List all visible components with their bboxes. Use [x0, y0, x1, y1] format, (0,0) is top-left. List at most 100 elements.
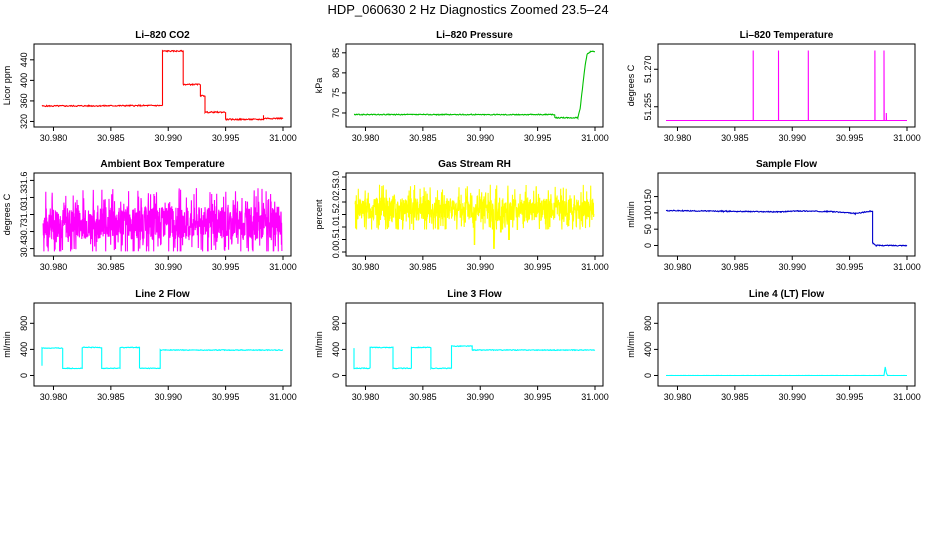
- x-tick-label: 30.985: [409, 133, 437, 143]
- x-tick-label: 30.985: [409, 262, 437, 272]
- x-tick-label: 31.000: [581, 392, 609, 402]
- x-tick-label: 30.985: [721, 392, 749, 402]
- chart-title: Li–820 CO2: [135, 30, 190, 41]
- x-tick-label: 30.980: [664, 133, 692, 143]
- y-tick-label: 31.3: [19, 189, 29, 207]
- y-tick-label: 70: [331, 108, 341, 118]
- x-tick-label: 31.000: [269, 262, 297, 272]
- y-tick-label: 0: [643, 243, 653, 248]
- plot-frame: [345, 302, 604, 387]
- x-tick-label: 30.990: [466, 392, 494, 402]
- series-line-ambient: [42, 188, 283, 252]
- x-tick-label: 31.000: [893, 262, 921, 272]
- x-tick-label: 30.990: [466, 133, 494, 143]
- y-axis-label: degrees C: [626, 64, 636, 106]
- chart-co2: Li–820 CO2 Licor ppm 30.980 30.985 30.990 30.…: [2, 30, 297, 143]
- x-tick-label: 30.980: [664, 392, 692, 402]
- y-axis-label: ml/min: [626, 201, 636, 228]
- x-tick-label: 30.990: [466, 262, 494, 272]
- y-tick-label: 2.0: [331, 196, 341, 209]
- plot-frame: [345, 43, 604, 128]
- y-tick-label: 0.5: [331, 233, 341, 246]
- y-tick-label: 31.0: [19, 206, 29, 224]
- y-tick-label: 800: [331, 316, 341, 331]
- series-line-line4: [666, 366, 907, 377]
- y-tick-label: 85: [331, 48, 341, 58]
- x-tick-label: 30.995: [212, 133, 240, 143]
- y-tick-label: 2.5: [331, 183, 341, 196]
- plot-frame: [657, 302, 916, 387]
- series-line-line2: [41, 346, 284, 370]
- chart-line3: Line 3 Flow ml/min 30.980 30.985 30.990 30.99…: [314, 289, 609, 402]
- y-tick-label: 31.6: [19, 172, 29, 190]
- y-tick-label: 75: [331, 88, 341, 98]
- x-tick-label: 30.980: [352, 262, 380, 272]
- series-line-pressure: [353, 50, 595, 121]
- x-tick-label: 30.990: [778, 133, 806, 143]
- y-tick-label: 3.0: [331, 171, 341, 184]
- x-tick-label: 30.995: [524, 392, 552, 402]
- y-axis-label: degrees C: [2, 193, 12, 235]
- x-tick-label: 30.985: [97, 133, 125, 143]
- y-axis-label: ml/min: [626, 331, 636, 358]
- y-tick-label: 0.0: [331, 246, 341, 259]
- chart-title: Line 2 Flow: [135, 289, 190, 300]
- x-tick-label: 30.990: [778, 392, 806, 402]
- y-tick-label: 400: [643, 342, 653, 357]
- series-line-line3: [353, 345, 596, 371]
- chart-temperature: Li–820 Temperature degrees C 30.980 30.985 3…: [626, 30, 921, 143]
- y-axis-label: ml/min: [2, 331, 12, 358]
- chart-title: Sample Flow: [756, 159, 817, 170]
- x-tick-label: 30.990: [154, 133, 182, 143]
- figure-title: HDP_060630 2 Hz Diagnostics Zoomed 23.5–…: [327, 2, 609, 17]
- x-tick-label: 31.000: [581, 133, 609, 143]
- series-line-rh: [354, 184, 595, 249]
- y-tick-label: 51.270: [643, 55, 653, 83]
- x-tick-label: 30.995: [836, 392, 864, 402]
- chart-line4: Line 4 (LT) Flow ml/min 30.980 30.985 30.990…: [626, 289, 921, 402]
- x-tick-label: 30.985: [97, 262, 125, 272]
- y-tick-label: 800: [19, 316, 29, 331]
- x-tick-label: 30.980: [352, 392, 380, 402]
- chart-rh: Gas Stream RH percent 30.980 30.985 30.990 30…: [314, 159, 609, 272]
- x-tick-label: 30.995: [836, 133, 864, 143]
- y-axis-label: Licor ppm: [2, 66, 12, 106]
- y-tick-label: 30.7: [19, 223, 29, 241]
- x-tick-label: 30.985: [409, 392, 437, 402]
- y-tick-label: 80: [331, 68, 341, 78]
- chart-title: Line 4 (LT) Flow: [749, 289, 825, 300]
- x-tick-label: 30.985: [721, 133, 749, 143]
- y-tick-label: 800: [643, 316, 653, 331]
- y-axis-label: kPa: [314, 78, 324, 94]
- series-line-temperature: [666, 50, 907, 122]
- x-tick-label: 30.980: [40, 392, 68, 402]
- y-tick-label: 400: [19, 73, 29, 88]
- y-tick-label: 100: [643, 205, 653, 220]
- chart-title: Gas Stream RH: [438, 159, 511, 170]
- y-tick-label: 51.255: [643, 93, 653, 121]
- plot-frame: [33, 302, 292, 387]
- y-tick-label: 400: [19, 342, 29, 357]
- x-tick-label: 30.990: [154, 262, 182, 272]
- plot-frame: [657, 172, 916, 257]
- x-tick-label: 31.000: [581, 262, 609, 272]
- series-line-co2: [41, 49, 284, 122]
- y-tick-label: 320: [19, 114, 29, 129]
- chart-title: Li–820 Temperature: [740, 30, 834, 41]
- y-tick-label: 0: [19, 373, 29, 378]
- y-tick-label: 440: [19, 52, 29, 67]
- y-tick-label: 0: [643, 373, 653, 378]
- chart-pressure: Li–820 Pressure kPa 30.980 30.985 30.990 30.9…: [314, 30, 609, 143]
- y-axis-label: percent: [314, 199, 324, 230]
- x-tick-label: 31.000: [269, 392, 297, 402]
- x-tick-label: 30.985: [721, 262, 749, 272]
- x-tick-label: 30.995: [212, 392, 240, 402]
- x-tick-label: 30.980: [40, 262, 68, 272]
- chart-sampleflow: Sample Flow ml/min 30.980 30.985 30.990 30.99…: [626, 159, 921, 272]
- x-tick-label: 30.990: [154, 392, 182, 402]
- y-tick-label: 150: [643, 189, 653, 204]
- x-tick-label: 30.985: [97, 392, 125, 402]
- y-tick-label: 30.4: [19, 240, 29, 258]
- x-tick-label: 31.000: [269, 133, 297, 143]
- x-tick-label: 30.980: [664, 262, 692, 272]
